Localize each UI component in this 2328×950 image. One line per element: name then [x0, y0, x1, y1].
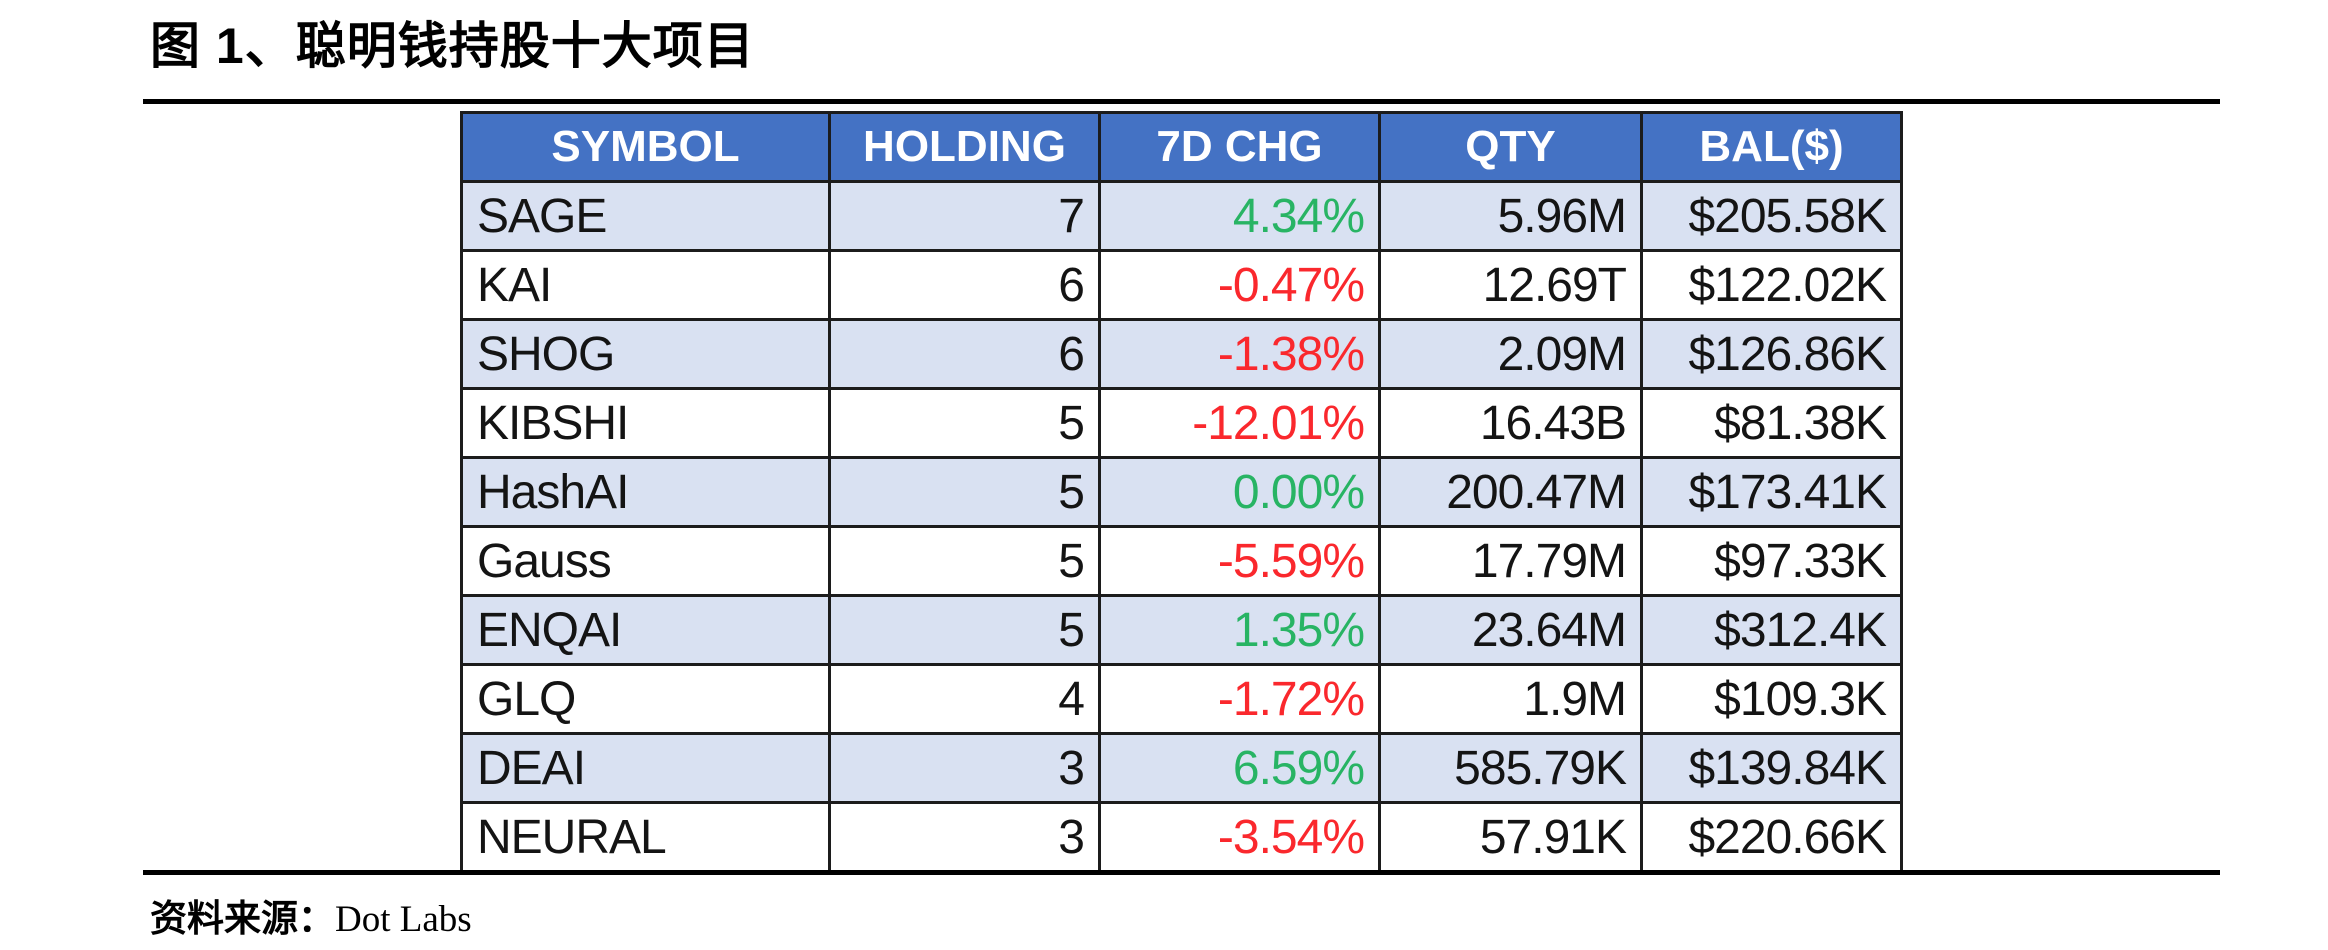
- cell-qty: 1.9M: [1378, 663, 1643, 735]
- holdings-table: SYMBOL HOLDING 7D CHG QTY BAL($) SAGE 7 4.…: [460, 111, 1903, 873]
- cell-symbol: ENQAI: [460, 594, 831, 666]
- cell-holding: 6: [828, 249, 1101, 321]
- cell-symbol: NEURAL: [460, 801, 831, 873]
- table-row: SAGE 7 4.34% 5.96M $205.58K: [460, 180, 1903, 252]
- cell-bal: $81.38K: [1640, 387, 1903, 459]
- cell-symbol: KIBSHI: [460, 387, 831, 459]
- cell-qty: 2.09M: [1378, 318, 1643, 390]
- bottom-divider: [143, 870, 2220, 875]
- cell-holding: 3: [828, 801, 1101, 873]
- column-header-holding: HOLDING: [828, 111, 1101, 183]
- source-name: Dot Labs: [335, 899, 472, 940]
- source-line: 资料来源：Dot Labs: [150, 888, 472, 942]
- cell-7d-chg: -0.47%: [1098, 249, 1381, 321]
- table-row: DEAI 3 6.59% 585.79K $139.84K: [460, 732, 1903, 804]
- cell-bal: $173.41K: [1640, 456, 1903, 528]
- cell-qty: 17.79M: [1378, 525, 1643, 597]
- cell-7d-chg: -12.01%: [1098, 387, 1381, 459]
- cell-qty: 200.47M: [1378, 456, 1643, 528]
- cell-7d-chg: -3.54%: [1098, 801, 1381, 873]
- table-body: SAGE 7 4.34% 5.96M $205.58K KAI 6 -0.47% 12.69T $…: [460, 180, 1903, 873]
- table-row: KAI 6 -0.47% 12.69T $122.02K: [460, 249, 1903, 321]
- cell-symbol: GLQ: [460, 663, 831, 735]
- table-row: SHOG 6 -1.38% 2.09M $126.86K: [460, 318, 1903, 390]
- cell-7d-chg: 0.00%: [1098, 456, 1381, 528]
- cell-7d-chg: 4.34%: [1098, 180, 1381, 252]
- cell-7d-chg: -5.59%: [1098, 525, 1381, 597]
- cell-bal: $220.66K: [1640, 801, 1903, 873]
- table-row: GLQ 4 -1.72% 1.9M $109.3K: [460, 663, 1903, 735]
- cell-bal: $312.4K: [1640, 594, 1903, 666]
- cell-bal: $139.84K: [1640, 732, 1903, 804]
- cell-bal: $205.58K: [1640, 180, 1903, 252]
- column-header-7d-chg: 7D CHG: [1098, 111, 1381, 183]
- cell-holding: 3: [828, 732, 1101, 804]
- cell-symbol: HashAI: [460, 456, 831, 528]
- cell-bal: $109.3K: [1640, 663, 1903, 735]
- cell-bal: $122.02K: [1640, 249, 1903, 321]
- cell-holding: 4: [828, 663, 1101, 735]
- cell-holding: 6: [828, 318, 1101, 390]
- cell-holding: 5: [828, 387, 1101, 459]
- holdings-table-wrap: SYMBOL HOLDING 7D CHG QTY BAL($) SAGE 7 4.…: [460, 111, 1903, 873]
- cell-bal: $126.86K: [1640, 318, 1903, 390]
- cell-7d-chg: 6.59%: [1098, 732, 1381, 804]
- cell-bal: $97.33K: [1640, 525, 1903, 597]
- table-header-row: SYMBOL HOLDING 7D CHG QTY BAL($): [460, 111, 1903, 183]
- cell-qty: 12.69T: [1378, 249, 1643, 321]
- table-row: Gauss 5 -5.59% 17.79M $97.33K: [460, 525, 1903, 597]
- cell-holding: 5: [828, 525, 1101, 597]
- column-header-bal: BAL($): [1640, 111, 1903, 183]
- figure-title: 图 1、聪明钱持股十大项目: [150, 18, 755, 74]
- cell-holding: 7: [828, 180, 1101, 252]
- cell-qty: 57.91K: [1378, 801, 1643, 873]
- cell-symbol: SHOG: [460, 318, 831, 390]
- cell-holding: 5: [828, 594, 1101, 666]
- cell-qty: 23.64M: [1378, 594, 1643, 666]
- cell-qty: 16.43B: [1378, 387, 1643, 459]
- source-label: 资料来源：: [150, 898, 335, 939]
- cell-symbol: KAI: [460, 249, 831, 321]
- cell-qty: 5.96M: [1378, 180, 1643, 252]
- table-row: KIBSHI 5 -12.01% 16.43B $81.38K: [460, 387, 1903, 459]
- column-header-symbol: SYMBOL: [460, 111, 831, 183]
- table-row: NEURAL 3 -3.54% 57.91K $220.66K: [460, 801, 1903, 873]
- table-row: ENQAI 5 1.35% 23.64M $312.4K: [460, 594, 1903, 666]
- top-divider: [143, 99, 2220, 104]
- cell-7d-chg: 1.35%: [1098, 594, 1381, 666]
- cell-7d-chg: -1.38%: [1098, 318, 1381, 390]
- table-row: HashAI 5 0.00% 200.47M $173.41K: [460, 456, 1903, 528]
- cell-holding: 5: [828, 456, 1101, 528]
- cell-qty: 585.79K: [1378, 732, 1643, 804]
- cell-symbol: DEAI: [460, 732, 831, 804]
- cell-symbol: SAGE: [460, 180, 831, 252]
- column-header-qty: QTY: [1378, 111, 1643, 183]
- cell-7d-chg: -1.72%: [1098, 663, 1381, 735]
- cell-symbol: Gauss: [460, 525, 831, 597]
